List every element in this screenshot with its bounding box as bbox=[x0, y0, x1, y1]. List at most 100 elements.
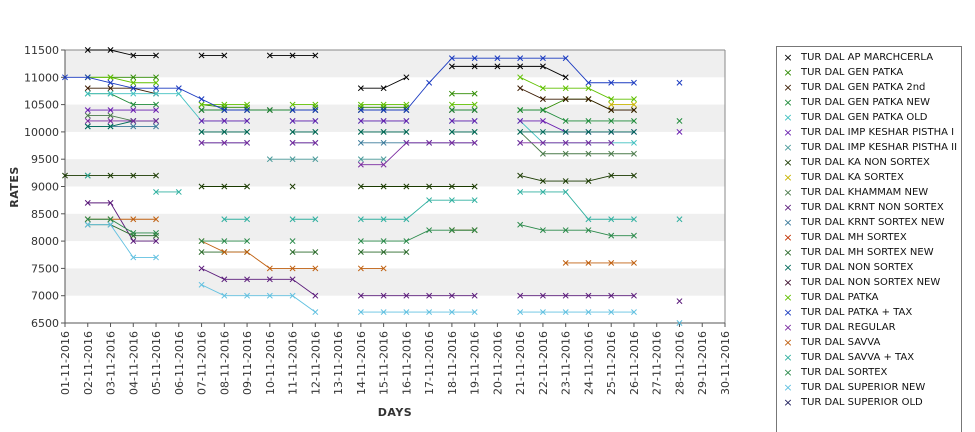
data-point bbox=[448, 118, 455, 124]
data-point bbox=[130, 74, 137, 81]
data-point bbox=[539, 309, 546, 316]
data-point bbox=[289, 238, 296, 245]
series-line bbox=[451, 65, 566, 78]
data-point bbox=[62, 74, 68, 81]
legend-marker-icon: × bbox=[783, 336, 793, 349]
data-point bbox=[357, 118, 364, 124]
data-point bbox=[289, 216, 296, 223]
data-point bbox=[471, 197, 478, 204]
data-point bbox=[312, 139, 319, 146]
data-point bbox=[153, 107, 159, 114]
data-point bbox=[539, 118, 546, 124]
data-point bbox=[585, 227, 592, 234]
data-point bbox=[562, 139, 569, 146]
data-point bbox=[448, 107, 455, 114]
data-point bbox=[221, 101, 228, 108]
data-point bbox=[585, 259, 592, 266]
grid-band bbox=[65, 50, 725, 78]
data-point bbox=[471, 309, 478, 316]
data-point bbox=[517, 221, 524, 228]
legend-item: × TUR DAL KRNT SORTEX NEW bbox=[781, 216, 959, 231]
legend-label: TUR DAL PATKA bbox=[801, 292, 879, 303]
series-16 bbox=[84, 74, 637, 108]
series-line bbox=[520, 224, 634, 237]
data-point bbox=[357, 139, 364, 146]
data-point bbox=[312, 104, 319, 111]
data-point bbox=[426, 79, 433, 86]
data-point bbox=[130, 232, 137, 239]
legend-marker-icon: × bbox=[783, 216, 793, 229]
legend-label: TUR DAL REGULAR bbox=[801, 322, 896, 333]
legend-marker-icon: × bbox=[783, 201, 793, 214]
data-point bbox=[130, 107, 137, 114]
data-point bbox=[539, 227, 546, 234]
y-tick-label: 6500 bbox=[31, 317, 59, 330]
x-tick-label: 02-11-2016 bbox=[82, 331, 95, 395]
data-point bbox=[289, 128, 296, 135]
data-point bbox=[539, 178, 546, 184]
data-point bbox=[266, 276, 273, 283]
data-point bbox=[539, 55, 546, 62]
legend-label: TUR DAL KRNT SORTEX NEW bbox=[801, 217, 945, 228]
data-point bbox=[676, 79, 683, 86]
data-point bbox=[448, 101, 455, 108]
data-point bbox=[562, 55, 569, 62]
data-point bbox=[380, 128, 387, 135]
data-point bbox=[380, 238, 387, 245]
y-tick-label: 7000 bbox=[31, 290, 59, 303]
legend-marker-icon: × bbox=[783, 276, 793, 289]
grid-band bbox=[65, 104, 725, 132]
data-point bbox=[107, 79, 114, 86]
legend-label: TUR DAL MH SORTEX bbox=[801, 232, 907, 243]
data-point bbox=[221, 276, 228, 283]
data-point bbox=[380, 216, 387, 223]
legend-label: TUR DAL NON SORTEX bbox=[801, 262, 914, 273]
series-line bbox=[519, 131, 634, 155]
data-point bbox=[266, 156, 273, 163]
data-point bbox=[312, 128, 319, 135]
data-point bbox=[585, 178, 592, 184]
data-point bbox=[403, 309, 410, 316]
data-point bbox=[585, 96, 592, 103]
data-point bbox=[517, 309, 524, 316]
legend-label: TUR DAL SUPERIOR NEW bbox=[801, 382, 926, 393]
data-point bbox=[448, 63, 455, 70]
data-point bbox=[631, 150, 637, 157]
data-point bbox=[130, 85, 137, 92]
data-point bbox=[244, 216, 251, 223]
series-line bbox=[520, 109, 634, 122]
legend-marker-icon: × bbox=[783, 261, 793, 274]
x-tick-label: 03-11-2016 bbox=[105, 331, 118, 395]
data-point bbox=[244, 118, 251, 124]
data-point bbox=[312, 107, 319, 114]
legend-label: TUR DAL KA NON SORTEX bbox=[801, 157, 930, 168]
data-point bbox=[403, 249, 410, 255]
data-point bbox=[130, 172, 137, 179]
data-point bbox=[448, 292, 455, 299]
data-point bbox=[517, 55, 524, 62]
data-point bbox=[198, 265, 205, 272]
series-line bbox=[87, 224, 157, 258]
data-point bbox=[562, 309, 569, 316]
data-point bbox=[289, 249, 296, 255]
data-point bbox=[608, 101, 615, 108]
y-tick-label: 9000 bbox=[31, 181, 59, 194]
data-point bbox=[175, 90, 182, 97]
data-point bbox=[448, 309, 455, 316]
data-point bbox=[221, 183, 228, 190]
data-point bbox=[517, 139, 524, 146]
legend-marker-icon: × bbox=[783, 81, 793, 94]
x-tick-label: 07-11-2016 bbox=[196, 331, 209, 395]
legend-marker-icon: × bbox=[783, 396, 793, 409]
data-point bbox=[107, 123, 114, 130]
data-point bbox=[221, 216, 228, 223]
data-point bbox=[585, 216, 592, 223]
data-point bbox=[153, 123, 159, 130]
data-point bbox=[585, 85, 592, 92]
series-line bbox=[87, 93, 157, 106]
series-10 bbox=[84, 199, 683, 305]
x-tick-label: 11-11-2016 bbox=[287, 331, 300, 395]
y-tick-label: 8000 bbox=[31, 235, 59, 248]
legend-item: × TUR DAL KA NON SORTEX bbox=[781, 156, 959, 171]
legend-item: × TUR DAL SAVVA bbox=[781, 336, 959, 351]
